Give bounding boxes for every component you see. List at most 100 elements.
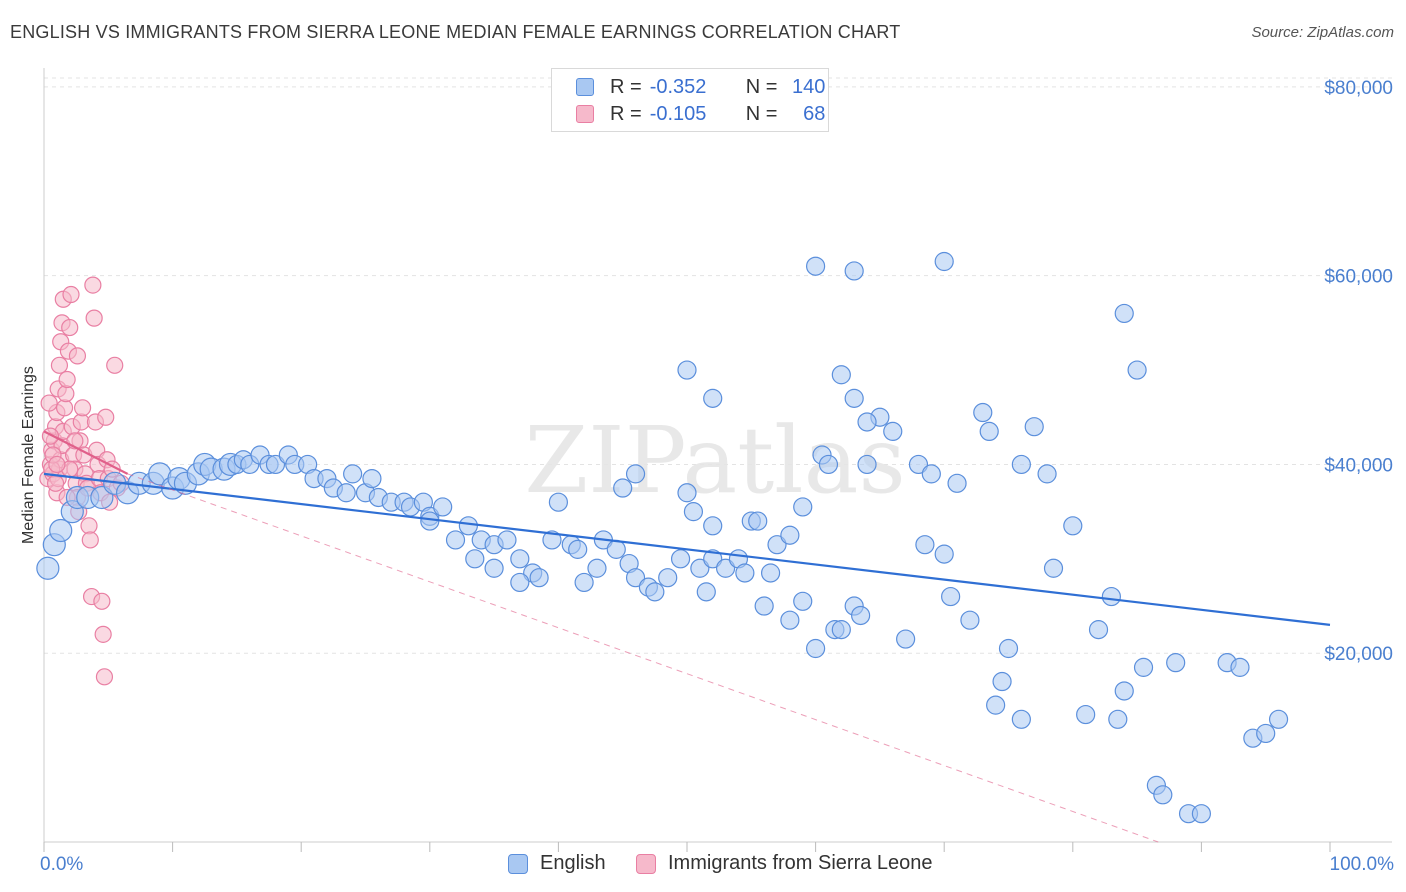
- english-point: [760, 563, 781, 583]
- english-point: [625, 464, 646, 484]
- english-point: [683, 502, 704, 522]
- english-point: [445, 530, 466, 550]
- english-point: [625, 568, 646, 588]
- english-point: [844, 261, 864, 281]
- sierra-leone-point: [93, 592, 111, 610]
- english-point: [484, 558, 504, 578]
- sierra-leone-point: [80, 517, 98, 535]
- english-point: [49, 518, 73, 543]
- legend-row-sierra-leone: R = -0.105 N = 68: [576, 101, 825, 127]
- series-sierra-leone-points: [39, 276, 130, 686]
- legend-n-label: N =: [745, 102, 778, 125]
- english-point: [947, 473, 967, 493]
- english-point: [497, 530, 517, 550]
- watermark: ZIPatlas: [524, 407, 905, 514]
- source-label: Source: ZipAtlas.com: [1251, 24, 1394, 41]
- english-point: [973, 402, 993, 423]
- sierra-leone-point: [55, 399, 74, 417]
- series-legend: English Immigrants from Sierra Leone: [0, 852, 1406, 878]
- sierra-leone-point: [41, 427, 60, 445]
- english-point: [934, 544, 954, 564]
- english-point: [1114, 303, 1134, 324]
- english-point: [941, 586, 961, 607]
- english-point: [960, 610, 980, 630]
- legend-item-english[interactable]: English: [508, 852, 606, 875]
- y-tick-label: $60,000: [1324, 267, 1393, 288]
- english-point: [510, 572, 530, 593]
- english-point: [1088, 620, 1109, 640]
- sierra-leone-point: [68, 347, 87, 365]
- legend-r-value: -0.105: [649, 102, 707, 125]
- english-point: [780, 610, 800, 630]
- english-point: [606, 539, 626, 559]
- legend-n-value: 68: [803, 102, 826, 125]
- sierra-leone-point: [106, 356, 124, 374]
- legend-r-label: R =: [610, 75, 642, 98]
- english-point: [696, 582, 716, 602]
- sierra-leone-swatch: [576, 105, 594, 123]
- english-point: [36, 556, 60, 580]
- sierra-leone-point: [95, 668, 114, 686]
- sierra-leone-point: [40, 394, 58, 412]
- english-point: [805, 256, 826, 276]
- x-tick-label-start: 0.0%: [40, 854, 83, 875]
- english-point: [1256, 723, 1276, 744]
- sierra-leone-point: [48, 455, 66, 474]
- english-point: [793, 497, 813, 517]
- sierra-leone-point: [73, 399, 92, 417]
- english-point: [1108, 709, 1128, 729]
- english-point: [986, 695, 1006, 715]
- legend-item-sierra-leone[interactable]: Immigrants from Sierra Leone: [636, 852, 933, 875]
- english-swatch: [576, 78, 594, 96]
- sierra-leone-point: [62, 285, 80, 304]
- legend-label-english: English: [540, 852, 606, 874]
- correlation-legend: R = -0.352 N = 140 R = -0.105 N = 68: [551, 68, 829, 132]
- english-point: [908, 454, 929, 475]
- english-point: [677, 483, 697, 503]
- english-point: [1063, 516, 1083, 536]
- english-point: [703, 516, 723, 536]
- english-point: [754, 596, 774, 616]
- series-english-points: [36, 251, 1289, 824]
- y-tick-label: $40,000: [1324, 455, 1393, 476]
- english-point: [896, 629, 916, 649]
- english-point: [1011, 454, 1031, 475]
- sierra-leone-point: [81, 531, 99, 549]
- english-point: [343, 464, 363, 484]
- sierra-leone-point: [50, 356, 69, 374]
- english-point: [767, 535, 787, 555]
- english-point: [883, 421, 903, 442]
- english-trend-line: [43, 472, 1331, 626]
- english-point: [690, 558, 710, 578]
- y-axis-label: Median Female Earnings: [20, 366, 37, 544]
- english-point: [992, 671, 1012, 692]
- english-point: [529, 568, 549, 588]
- english-point: [587, 558, 607, 578]
- english-point: [831, 620, 851, 640]
- x-axis-ticks: [43, 842, 1331, 852]
- english-point: [336, 483, 356, 503]
- english-point: [542, 530, 562, 550]
- sierra-leone-trend-line: [43, 430, 129, 475]
- english-point: [465, 549, 485, 569]
- english-point: [568, 539, 588, 559]
- english-point: [998, 638, 1019, 659]
- english-point: [1166, 653, 1186, 673]
- legend-row-english: R = -0.352 N = 140: [576, 74, 825, 100]
- english-point: [1011, 709, 1031, 729]
- english-point: [1133, 657, 1154, 677]
- english-point: [805, 638, 826, 659]
- english-point: [362, 468, 382, 489]
- english-point: [1024, 417, 1044, 437]
- sierra-leone-point: [61, 318, 79, 337]
- english-point: [645, 582, 665, 602]
- english-point: [703, 549, 723, 569]
- english-point: [831, 365, 851, 385]
- chart-title: ENGLISH VS IMMIGRANTS FROM SIERRA LEONE …: [10, 22, 901, 42]
- legend-label-sierra-leone: Immigrants from Sierra Leone: [668, 852, 933, 874]
- english-point: [703, 388, 723, 408]
- english-point: [844, 388, 864, 408]
- english-point: [793, 591, 813, 611]
- english-point: [574, 572, 594, 593]
